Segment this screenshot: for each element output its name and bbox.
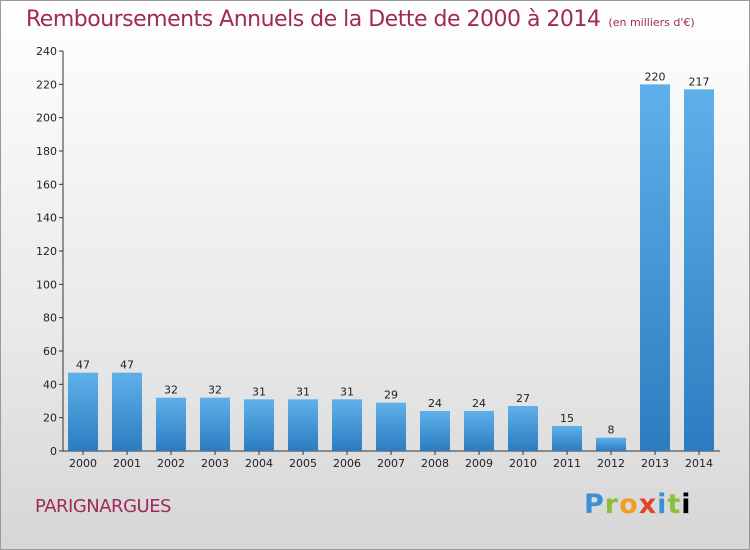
y-tick-label: 220	[36, 78, 57, 91]
proxiti-logo: Proxiti	[584, 489, 692, 520]
x-tick-label-2013: 2013	[641, 457, 669, 470]
x-tick-label-2002: 2002	[157, 457, 185, 470]
x-tick-label-2004: 2004	[245, 457, 273, 470]
y-tick-label: 240	[36, 45, 57, 58]
bars	[68, 84, 714, 451]
y-tick-label: 120	[36, 245, 57, 258]
data-label-2014: 217	[689, 75, 710, 88]
x-tick-label-2011: 2011	[553, 457, 581, 470]
x-tick-label-2006: 2006	[333, 457, 361, 470]
bar-2002	[156, 397, 186, 451]
data-label-2004: 31	[252, 385, 266, 398]
labels: 47 2000 47 2001 32 2002 32 2003 31 2004 31 2005 31 20…	[69, 70, 713, 470]
bar-2003	[200, 397, 230, 451]
bar-2012	[596, 437, 626, 451]
y-tick-label: 200	[36, 112, 57, 125]
bar-2010	[508, 406, 538, 451]
bar-2011	[552, 426, 582, 451]
chart-subtitle: (en milliers d'€)	[608, 16, 695, 29]
bar-2001	[112, 372, 142, 451]
y-tick-label: 40	[43, 378, 57, 391]
bar-2014	[684, 89, 714, 451]
data-label-2001: 47	[120, 359, 134, 372]
data-label-2010: 27	[516, 392, 530, 405]
bar-2005	[288, 399, 318, 451]
chart-title-text: Remboursements Annuels de la Dette de 20…	[26, 7, 601, 32]
data-label-2013: 220	[645, 70, 666, 83]
y-tick-label: 180	[36, 145, 57, 158]
data-label-2006: 31	[340, 385, 354, 398]
y-tick-label: 0	[50, 445, 57, 458]
y-tick-label: 80	[43, 312, 57, 325]
x-tick-label-2012: 2012	[597, 457, 625, 470]
commune-name: PARIGNARGUES	[35, 496, 172, 517]
bar-2000	[68, 372, 98, 451]
data-label-2003: 32	[208, 384, 222, 397]
data-label-2005: 31	[296, 385, 310, 398]
x-tick-label-2008: 2008	[421, 457, 449, 470]
data-label-2009: 24	[472, 397, 486, 410]
data-label-2002: 32	[164, 384, 178, 397]
bar-2008	[420, 411, 450, 451]
y-tick-label: 100	[36, 278, 57, 291]
y-tick-label: 140	[36, 212, 57, 225]
data-label-2008: 24	[428, 397, 442, 410]
bar-2009	[464, 411, 494, 451]
bar-2006	[332, 399, 362, 451]
x-tick-label-2000: 2000	[69, 457, 97, 470]
x-tick-label-2005: 2005	[289, 457, 317, 470]
y-tick-label: 20	[43, 412, 57, 425]
chart-title: Remboursements Annuels de la Dette de 20…	[26, 7, 695, 32]
y-tick-label: 60	[43, 345, 57, 358]
x-tick-label-2003: 2003	[201, 457, 229, 470]
data-label-2011: 15	[560, 412, 574, 425]
data-label-2000: 47	[76, 359, 90, 372]
x-tick-label-2001: 2001	[113, 457, 141, 470]
data-label-2007: 29	[384, 389, 398, 402]
x-tick-label-2007: 2007	[377, 457, 405, 470]
x-tick-label-2009: 2009	[465, 457, 493, 470]
x-tick-label-2010: 2010	[509, 457, 537, 470]
bar-2007	[376, 402, 406, 451]
data-label-2012: 8	[608, 424, 615, 437]
x-tick-label-2014: 2014	[685, 457, 713, 470]
bar-2004	[244, 399, 274, 451]
bar-2013	[640, 84, 670, 451]
y-tick-label: 160	[36, 178, 57, 191]
